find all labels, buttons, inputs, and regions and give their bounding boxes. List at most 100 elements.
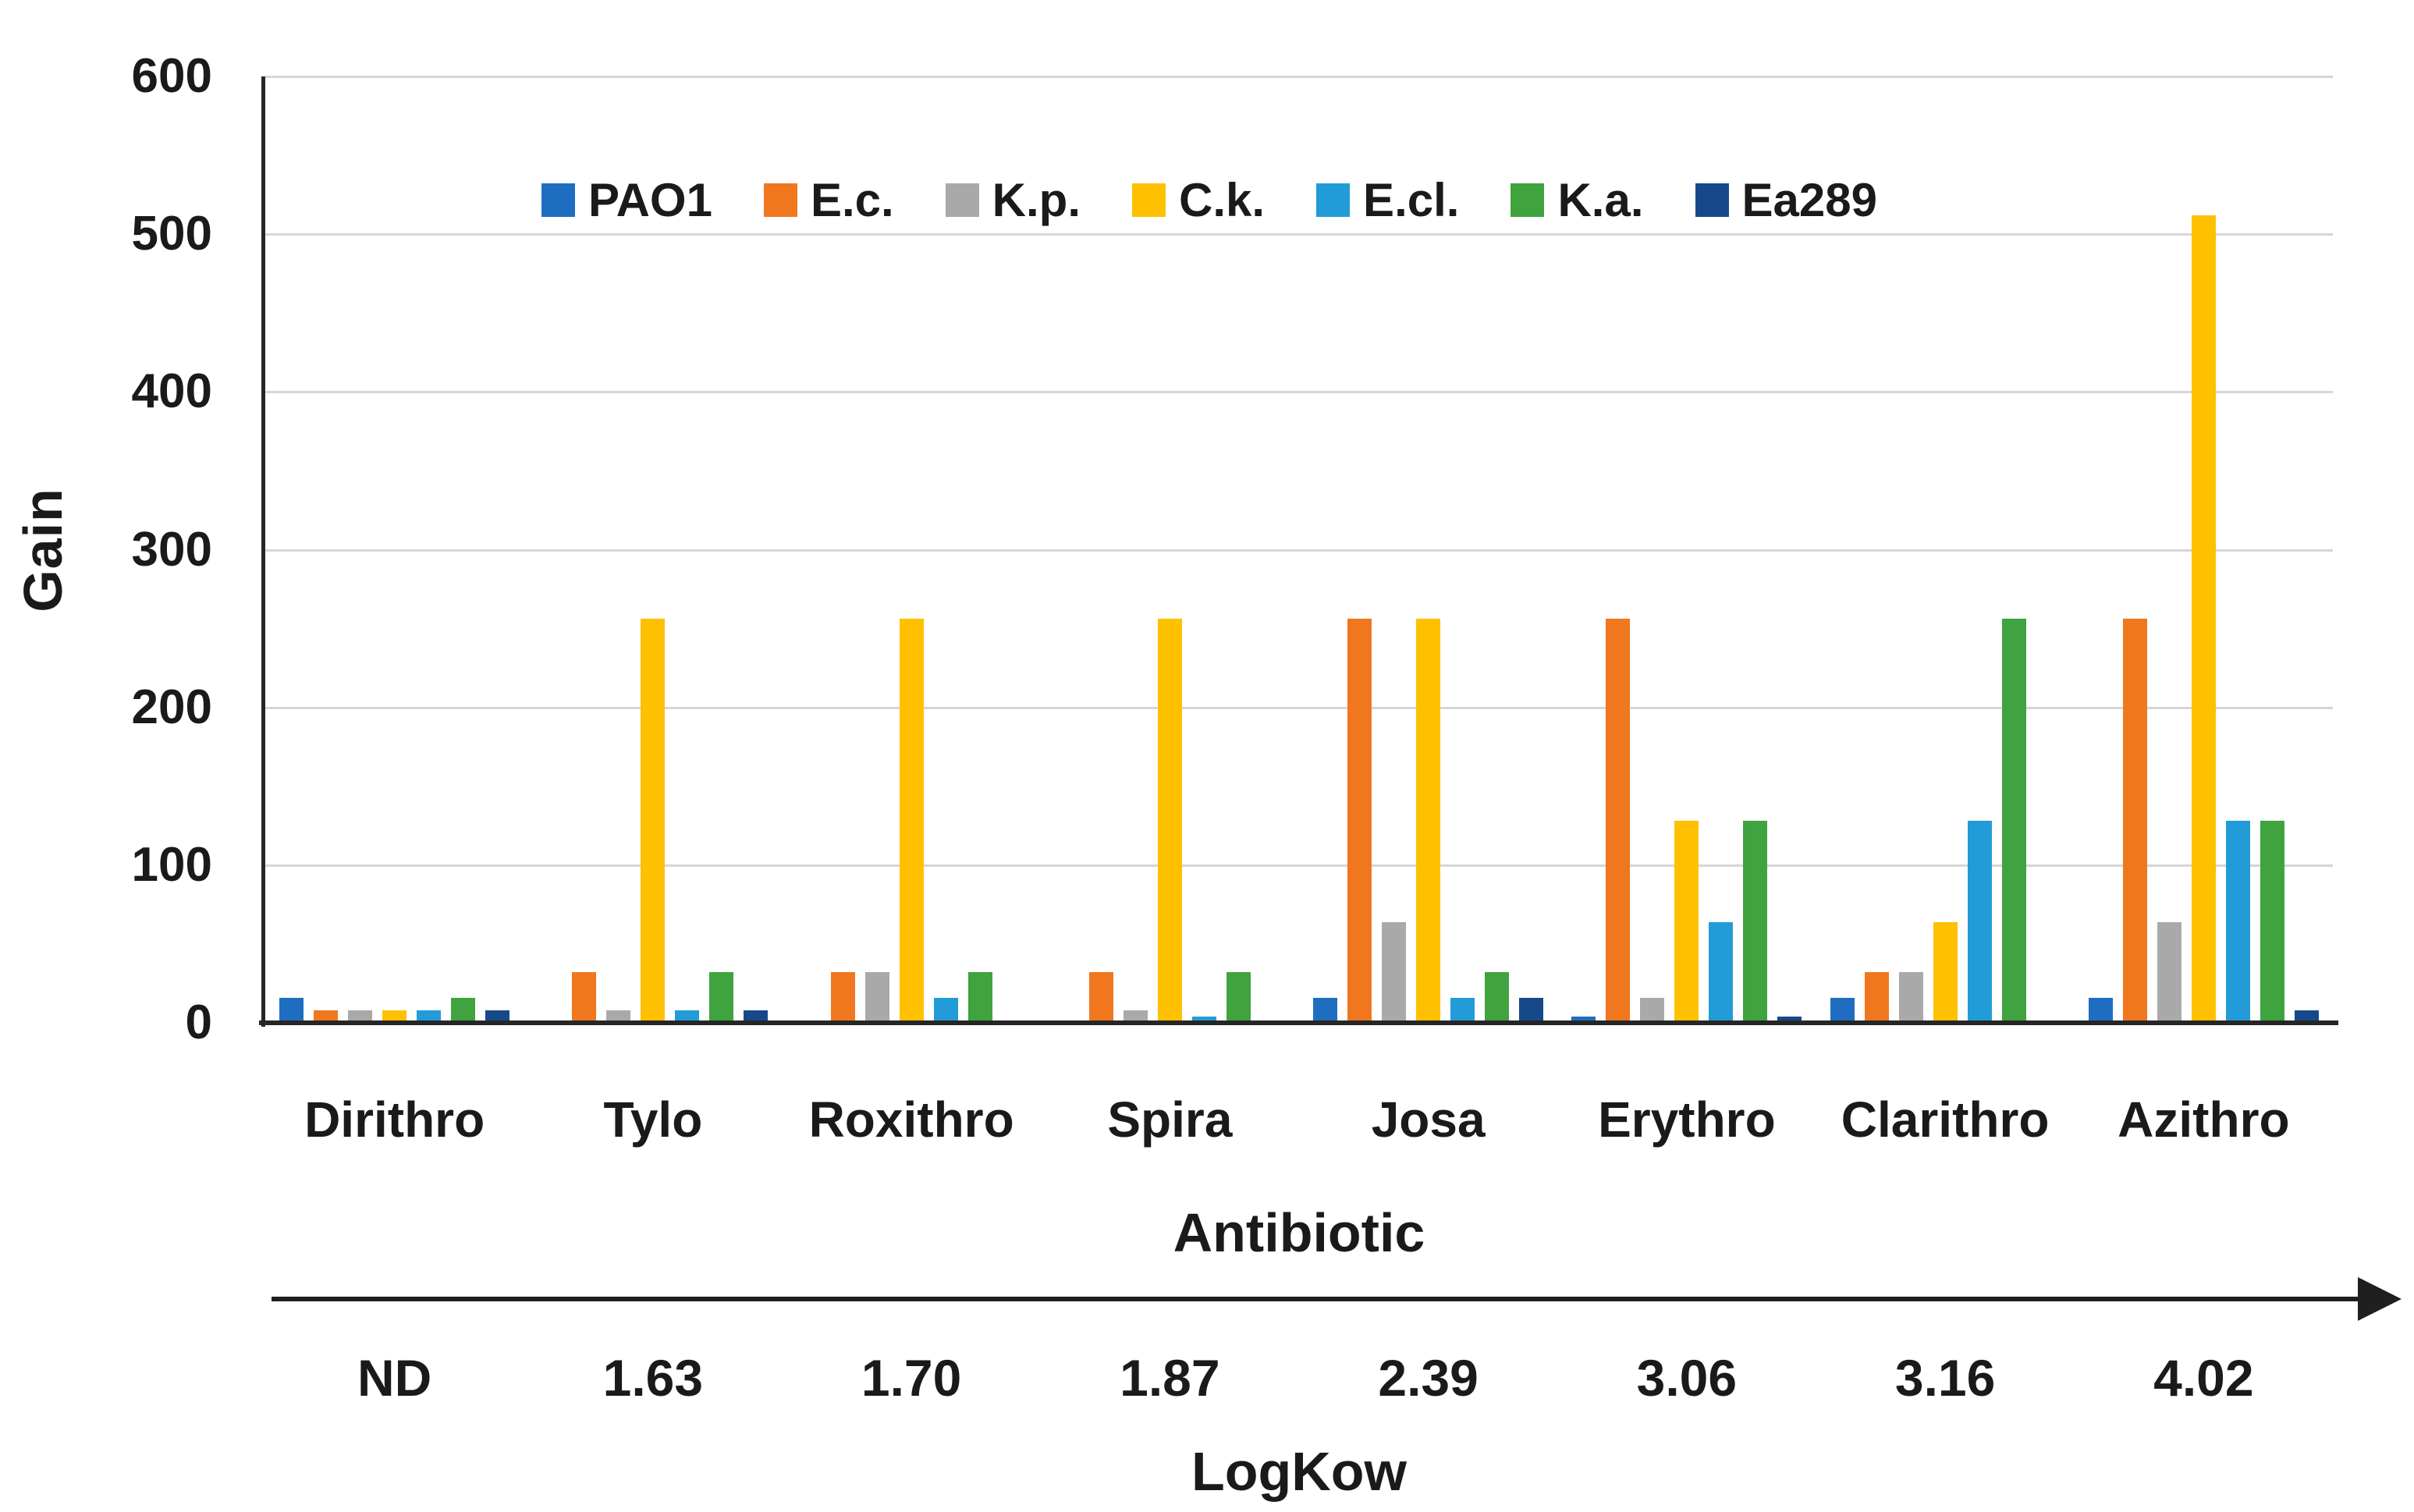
bar-ec-tylo [572, 972, 597, 1023]
gridline-200 [265, 706, 2333, 709]
category-label-josa: Josa [1371, 1091, 1486, 1148]
category-label-azithro: Azithro [2118, 1091, 2290, 1148]
category-label-erythro: Erythro [1598, 1091, 1776, 1148]
bar-kp-dirithro [348, 1010, 373, 1023]
x-axis-title: Antibiotic [1173, 1202, 1425, 1263]
legend-item-ck: C.k. [1132, 173, 1265, 227]
legend-item-pao1: PAO1 [541, 173, 712, 227]
gridline-100 [265, 864, 2333, 867]
logkow-value-1.87: 1.87 [1120, 1349, 1220, 1407]
category-label-roxithro: Roxithro [808, 1091, 1014, 1148]
bar-ck-clarithro [1933, 922, 1958, 1023]
bar-ec-erythro [1606, 619, 1631, 1023]
bar-group-dirithro [265, 76, 524, 1023]
legend-swatch-icon [1511, 183, 1545, 217]
bar-group-clarithro [1816, 76, 2075, 1023]
legend-item-ecl: E.cl. [1316, 173, 1459, 227]
bar-ka-azithro [2260, 821, 2284, 1023]
bar-ka-clarithro [2001, 619, 2026, 1023]
bar-ec-spira [1088, 972, 1113, 1023]
bar-ck-spira [1157, 619, 1182, 1023]
category-label-tylo: Tylo [603, 1091, 703, 1148]
bar-group-erythro [1557, 76, 1816, 1023]
y-tick-label-100: 100 [131, 837, 212, 892]
bar-ec-roxithro [830, 972, 855, 1023]
gridline-600 [265, 76, 2333, 78]
gridline-300 [265, 548, 2333, 552]
legend-swatch-icon [1132, 183, 1166, 217]
y-axis-line [261, 76, 265, 1027]
logkow-axis-line [272, 1297, 2361, 1301]
bar-ck-tylo [641, 619, 666, 1023]
bar-pao1-azithro [2088, 998, 2113, 1023]
logkow-axis-title: LogKow [1191, 1441, 1408, 1502]
category-label-dirithro: Dirithro [304, 1091, 485, 1148]
bar-ck-erythro [1674, 821, 1699, 1023]
y-tick-label-600: 600 [131, 49, 212, 103]
bar-ka-dirithro [451, 998, 476, 1023]
bar-ecl-tylo [675, 1010, 700, 1023]
legend-label: E.c. [810, 174, 894, 226]
legend-swatch-icon [945, 183, 979, 217]
bar-kp-erythro [1640, 998, 1665, 1023]
plot-area: PAO1 E.c. K.p. C.k. E.cl. K.a. Ea289 [259, 76, 2338, 1027]
bar-ec-clarithro [1864, 972, 1889, 1023]
y-tick-label-200: 200 [131, 680, 212, 734]
x-axis-line [259, 1020, 2338, 1025]
bar-group-josa [1299, 76, 1557, 1023]
category-label-spira: Spira [1107, 1091, 1233, 1148]
y-tick-label-500: 500 [131, 207, 212, 261]
bar-pao1-dirithro [279, 998, 304, 1023]
bar-ea289-dirithro [485, 1010, 510, 1023]
legend-label: Ea289 [1741, 174, 1878, 226]
bar-ecl-erythro [1709, 922, 1734, 1023]
bar-kp-roxithro [864, 972, 889, 1023]
logkow-value-2.39: 2.39 [1378, 1349, 1479, 1407]
bar-ecl-spira [1191, 1017, 1216, 1023]
logkow-value-nd: ND [357, 1349, 432, 1407]
bar-pao1-clarithro [1830, 998, 1855, 1023]
logkow-value-1.63: 1.63 [602, 1349, 704, 1407]
logkow-value-1.70: 1.70 [861, 1349, 962, 1407]
bar-ecl-dirithro [417, 1010, 442, 1023]
bar-ecl-clarithro [1967, 821, 1992, 1023]
bar-ea289-azithro [2294, 1010, 2319, 1023]
bar-kp-josa [1382, 922, 1407, 1023]
bar-ka-erythro [1743, 821, 1768, 1023]
legend-label: C.k. [1179, 174, 1266, 226]
bar-group-azithro [2075, 76, 2333, 1023]
bar-kp-azithro [2157, 922, 2181, 1023]
legend-item-ea289: Ea289 [1695, 173, 1878, 227]
bar-kp-tylo [606, 1010, 631, 1023]
gridline-500 [265, 233, 2333, 236]
bar-group-spira [1041, 76, 1299, 1023]
bar-ea289-erythro [1777, 1017, 1802, 1023]
bar-group-roxithro [783, 76, 1041, 1023]
y-tick-label-400: 400 [131, 364, 212, 419]
bar-pao1-josa [1313, 998, 1338, 1023]
legend-swatch-icon [1316, 183, 1351, 217]
bar-ck-josa [1416, 619, 1441, 1023]
logkow-value-3.16: 3.16 [1894, 1349, 1996, 1407]
y-tick-label-0: 0 [185, 996, 212, 1049]
bar-ck-azithro [2191, 215, 2216, 1023]
bar-ck-dirithro [382, 1010, 407, 1023]
legend-swatch-icon [763, 183, 797, 217]
bar-group-tylo [524, 76, 782, 1023]
legend-label: K.p. [992, 174, 1081, 226]
legend-swatch-icon [1695, 183, 1729, 217]
bar-ck-roxithro [899, 619, 924, 1023]
bar-ecl-josa [1450, 998, 1475, 1023]
legend-item-ec: E.c. [763, 173, 894, 227]
logkow-value-3.06: 3.06 [1636, 1349, 1738, 1407]
bar-kp-spira [1123, 1010, 1148, 1023]
bar-ea289-tylo [744, 1010, 769, 1023]
bar-ecl-roxithro [933, 998, 958, 1023]
category-label-clarithro: Clarithro [1841, 1091, 2050, 1148]
logkow-value-4.02: 4.02 [2153, 1349, 2254, 1407]
logkow-axis-arrowhead-icon [2358, 1277, 2402, 1321]
bar-ec-azithro [2122, 619, 2147, 1023]
y-tick-label-300: 300 [131, 522, 212, 577]
legend-item-ka: K.a. [1511, 173, 1644, 227]
